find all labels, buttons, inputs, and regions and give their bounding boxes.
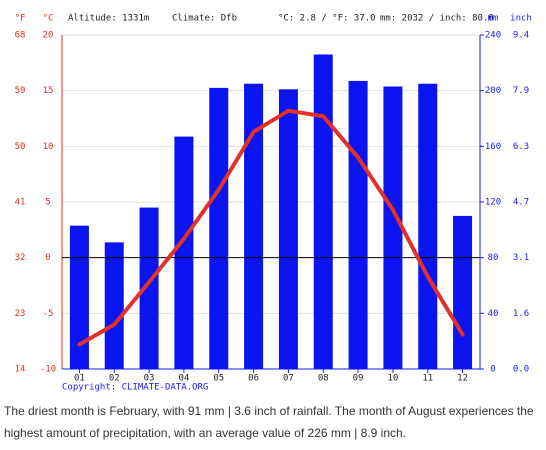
y-tick-label: 5	[45, 198, 50, 208]
bar	[383, 86, 403, 369]
bar	[313, 54, 333, 369]
bar	[69, 225, 89, 369]
y-tick-label: 10	[43, 142, 54, 152]
temp-summary: °C: 2.8 / °F: 37.0	[278, 14, 376, 24]
x-tick-label: 07	[283, 374, 294, 384]
inch-tick-label: 4.7	[513, 198, 529, 208]
temperature-line	[77, 108, 465, 347]
inch-tick-label: 1.6	[513, 309, 529, 319]
altitude: Altitude: 1331m	[68, 14, 149, 24]
x-tick-label: 02	[109, 374, 120, 384]
f-tick-label: 32	[15, 253, 26, 263]
y-tick-label: -5	[43, 309, 54, 319]
y2-tick-label: 160	[485, 142, 501, 152]
x-tick-label: 12	[457, 374, 468, 384]
bar	[453, 215, 473, 369]
bar	[244, 83, 264, 369]
precip-summary: mm: 2032 / inch: 80.0	[380, 14, 494, 24]
inch-tick-label: 0.0	[513, 365, 529, 375]
inch-tick-label: 9.4	[513, 31, 529, 41]
inch-tick-label: 3.1	[513, 253, 529, 263]
f-tick-label: 59	[15, 86, 26, 96]
y-tick-label: 0	[45, 253, 50, 263]
f-tick-label: 14	[15, 365, 26, 375]
x-tick-label: 04	[178, 374, 189, 384]
inch-tick-label: 6.3	[513, 142, 529, 152]
x-tick-label: 05	[213, 374, 224, 384]
x-tick-label: 06	[248, 374, 259, 384]
mm-unit: mm	[488, 14, 499, 24]
x-tick-label: 03	[144, 374, 155, 384]
x-tick-label: 10	[387, 374, 398, 384]
x-tick-label: 08	[318, 374, 329, 384]
inch-unit: inch	[510, 14, 532, 24]
x-tick-label: 01	[74, 374, 85, 384]
bar	[174, 136, 194, 369]
f-tick-label: 41	[15, 198, 26, 208]
bar	[104, 242, 124, 369]
climate: Climate: Dfb	[172, 14, 237, 24]
bar	[348, 80, 368, 370]
c-unit: °C	[43, 14, 54, 24]
y2-tick-label: 120	[485, 198, 501, 208]
y-tick-label: 15	[43, 86, 54, 96]
x-tick-label: 09	[353, 374, 364, 384]
x-tick-label: 11	[422, 374, 433, 384]
bar	[418, 83, 438, 369]
y2-tick-label: 80	[488, 253, 499, 263]
y2-tick-label: 40	[488, 309, 499, 319]
f-tick-label: 68	[15, 31, 26, 41]
inch-tick-label: 7.9	[513, 86, 529, 96]
f-unit: °F	[15, 14, 26, 24]
f-tick-label: 23	[15, 309, 26, 319]
copyright: Copyright: CLIMATE-DATA.ORG	[62, 383, 208, 393]
y-tick-label: 20	[43, 31, 54, 41]
y2-tick-label: 200	[485, 86, 501, 96]
f-tick-label: 50	[15, 142, 26, 152]
y2-tick-label: 0	[490, 365, 495, 375]
chart: °F °C Altitude: 1331m Climate: Dfb °C: 2…	[15, 14, 532, 393]
caption: The driest month is February, with 91 mm…	[4, 404, 534, 440]
bar	[278, 89, 298, 370]
y2-tick-label: 240	[485, 31, 501, 41]
bar	[209, 87, 229, 369]
y-tick-label: -10	[40, 365, 56, 375]
bar	[139, 207, 159, 369]
